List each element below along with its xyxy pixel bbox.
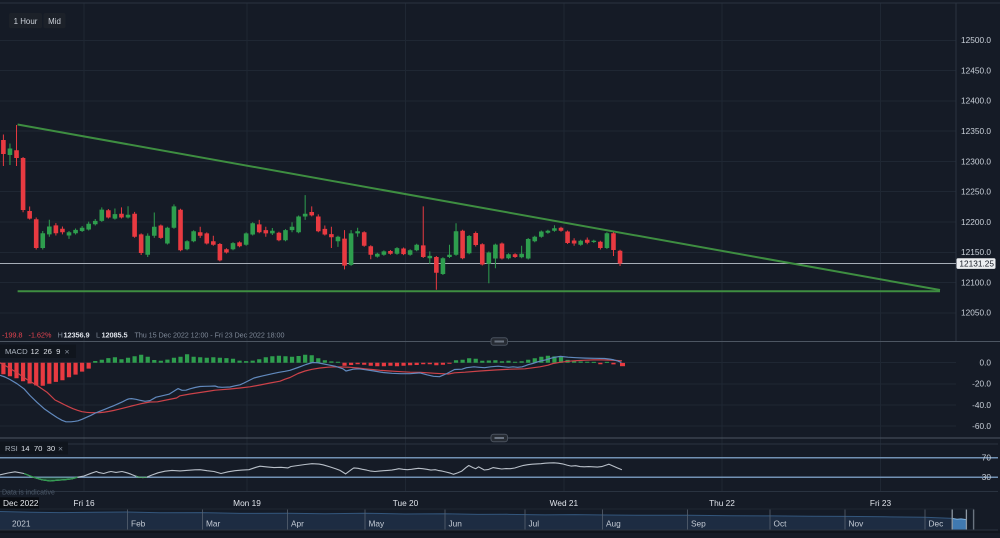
svg-text:12300.0: 12300.0 [961,156,991,166]
svg-text:Jun: Jun [449,519,463,529]
svg-text:-1.62%: -1.62% [29,331,52,340]
svg-text:12400.0: 12400.0 [961,96,991,106]
svg-text:12 26 9: 12 26 9 [31,347,61,356]
svg-text:12500.0: 12500.0 [961,35,991,45]
svg-text:×: × [65,346,70,356]
svg-text:Mon 19: Mon 19 [233,498,261,508]
svg-text:Tue 20: Tue 20 [393,498,419,508]
svg-text:12100.0: 12100.0 [961,277,991,287]
svg-text:Mid: Mid [48,17,61,26]
svg-text:Dec: Dec [929,519,944,529]
svg-text:14 70 30: 14 70 30 [21,444,55,453]
svg-text:Wed 21: Wed 21 [550,498,579,508]
svg-text:L: L [96,331,100,340]
svg-text:H: H [58,331,63,340]
svg-text:-199.8: -199.8 [2,331,22,340]
svg-text:MACD: MACD [5,347,28,356]
svg-text:Jul: Jul [529,519,540,529]
svg-text:Fri 23: Fri 23 [870,498,892,508]
svg-text:Apr: Apr [291,519,304,529]
svg-text:Thu 22: Thu 22 [709,498,735,508]
svg-text:12131.25: 12131.25 [959,258,994,268]
svg-text:Dec 2022: Dec 2022 [3,498,39,508]
svg-text:12250.0: 12250.0 [961,187,991,197]
svg-text:12150.0: 12150.0 [961,247,991,257]
svg-text:12050.0: 12050.0 [961,308,991,318]
svg-text:Nov: Nov [849,519,865,529]
svg-text:Sep: Sep [691,519,706,529]
svg-text:Mar: Mar [206,519,221,529]
svg-text:May: May [369,519,386,529]
svg-text:12200.0: 12200.0 [961,217,991,227]
svg-text:Data is indicative: Data is indicative [2,490,55,497]
svg-text:RSI: RSI [5,444,18,453]
svg-text:Fri 16: Fri 16 [73,498,95,508]
svg-text:0.0: 0.0 [979,357,991,367]
svg-text:1 Hour: 1 Hour [14,17,38,26]
svg-text:Aug: Aug [606,519,621,529]
svg-text:12450.0: 12450.0 [961,65,991,75]
svg-text:-60.0: -60.0 [972,421,991,431]
svg-text:-40.0: -40.0 [972,400,991,410]
svg-text:2021: 2021 [12,519,31,529]
svg-text:Thu 15 Dec 2022 12:00 - Fri 23: Thu 15 Dec 2022 12:00 - Fri 23 Dec 2022 … [135,331,285,340]
svg-text:Oct: Oct [774,519,788,529]
svg-text:70: 70 [982,453,992,463]
svg-text:12350.0: 12350.0 [961,126,991,136]
svg-text:-20.0: -20.0 [972,379,991,389]
svg-text:×: × [58,444,63,454]
svg-text:30: 30 [982,472,992,482]
svg-text:Feb: Feb [131,519,146,529]
svg-text:12085.5: 12085.5 [102,331,128,340]
svg-text:12356.9: 12356.9 [64,331,90,340]
